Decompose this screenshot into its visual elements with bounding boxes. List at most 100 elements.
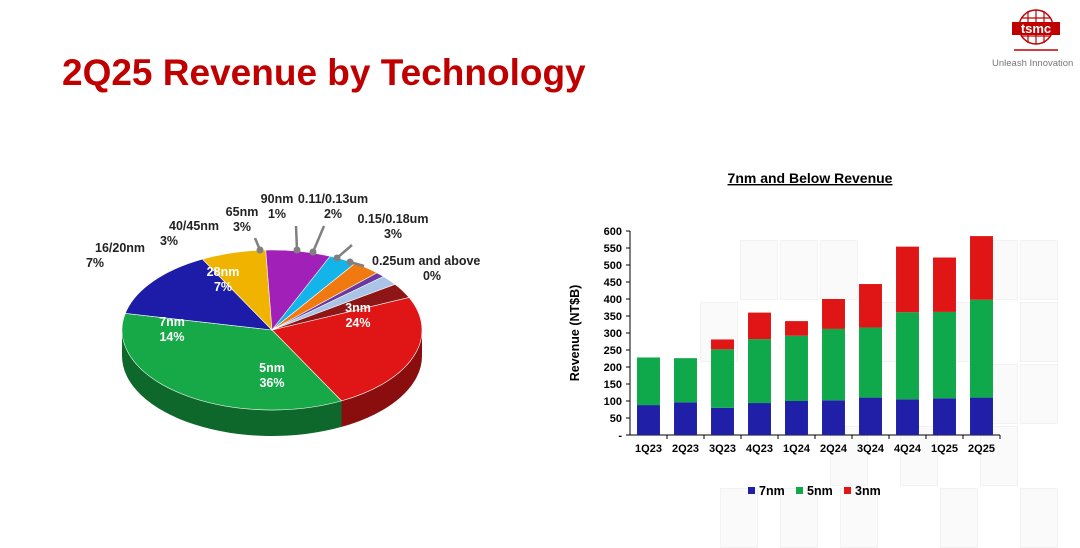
bar-3nm-3Q23: [711, 339, 734, 350]
bar-7nm-3Q23: [711, 407, 734, 435]
bar-3nm-1Q24: [785, 321, 808, 336]
bar-7nm-4Q23: [748, 403, 771, 435]
pie-pct-4: 7%: [214, 280, 232, 294]
bar-7nm-1Q25: [933, 398, 956, 435]
y-tick-label: 50: [610, 413, 622, 425]
pie-label-9: 0.15/0.18um: [358, 212, 429, 226]
y-tick-label: 300: [604, 328, 622, 340]
pie-leader-8: [311, 225, 326, 253]
bar-3nm-4Q24: [896, 246, 919, 313]
y-tick-label: 600: [604, 226, 622, 238]
x-tick-label: 1Q23: [635, 443, 662, 455]
bar-5nm-1Q25: [933, 311, 956, 399]
y-tick-label: 450: [604, 277, 622, 289]
tagline: Unleash Innovation: [992, 58, 1074, 69]
pie-leader-dot-6: [256, 246, 264, 254]
pie-label-2: 7nm: [159, 315, 185, 329]
bar-7nm-2Q24: [822, 400, 845, 435]
pie-pct-8: 2%: [324, 207, 342, 221]
pie-pct-2: 14%: [159, 330, 184, 344]
x-tick-label: 2Q25: [968, 443, 995, 455]
pie-slice-2: [124, 258, 273, 331]
y-tick-label: 350: [604, 311, 622, 323]
bar-chart-title: 7nm and Below Revenue: [728, 170, 893, 186]
y-tick-label: -: [618, 430, 622, 442]
pie-label-8: 0.11/0.13um: [298, 192, 368, 206]
legend-label-5nm: 5nm: [807, 484, 833, 498]
pie-pct-10: 0%: [423, 269, 441, 283]
bar-5nm-2Q23: [674, 358, 697, 403]
pie-slice-1: [121, 313, 343, 411]
bar-5nm-2Q25: [970, 299, 993, 398]
page-title: 2Q25 Revenue by Technology: [62, 52, 586, 93]
legend-label-7nm: 7nm: [759, 484, 785, 498]
bar-7nm-1Q23: [637, 405, 660, 435]
x-tick-label: 2Q24: [820, 443, 848, 455]
bar-7nm-3Q24: [859, 397, 882, 435]
logo-text: tsmc: [1021, 21, 1051, 36]
bar-5nm-1Q24: [785, 335, 808, 401]
legend-label-3nm: 3nm: [855, 484, 881, 498]
pie-pct-1: 36%: [259, 376, 284, 390]
pie-label-0: 3nm: [345, 301, 371, 315]
pie-pct-5: 3%: [160, 234, 178, 248]
pie-label-3: 16/20nm: [95, 241, 145, 255]
pie-leader-7: [294, 225, 299, 251]
bar-5nm-4Q23: [748, 339, 771, 404]
pie-pct-7: 1%: [268, 207, 286, 221]
x-tick-label: 3Q24: [857, 443, 885, 455]
pie-slice-9: [271, 284, 410, 331]
x-tick-label: 1Q25: [931, 443, 958, 455]
pie-pct-9: 3%: [384, 227, 402, 241]
legend-swatch-3nm: [844, 487, 851, 494]
pie-pct-6: 3%: [233, 220, 251, 234]
pie-leader-dot-8: [309, 248, 317, 256]
bar-3nm-4Q23: [748, 312, 771, 340]
bar-5nm-3Q24: [859, 327, 882, 398]
pie-label-6: 65nm: [226, 205, 259, 219]
bar-3nm-3Q24: [859, 284, 882, 328]
legend-swatch-5nm: [796, 487, 803, 494]
x-tick-label: 4Q23: [746, 443, 773, 455]
bar-3nm-2Q24: [822, 299, 845, 329]
pie-label-4: 28nm: [207, 265, 240, 279]
pie-side-0: [341, 330, 423, 427]
pie-label-7: 90nm: [261, 192, 294, 206]
bar-5nm-3Q23: [711, 349, 734, 408]
pie-label-5: 40/45nm: [169, 219, 219, 233]
y-tick-label: 250: [604, 345, 622, 357]
pie-slice-0: [271, 297, 423, 402]
pie-leader-dot-7: [293, 246, 301, 254]
pie-label-1: 5nm: [259, 361, 285, 375]
bar-7nm-1Q24: [785, 401, 808, 435]
x-tick-label: 1Q24: [783, 443, 811, 455]
bar-5nm-2Q24: [822, 328, 845, 401]
bar-3nm-1Q25: [933, 257, 956, 312]
y-tick-label: 500: [604, 260, 622, 272]
pie-pct-3: 7%: [86, 256, 104, 270]
pie-pct-0: 24%: [345, 316, 370, 330]
x-tick-label: 4Q24: [894, 443, 922, 455]
bar-3nm-2Q25: [970, 236, 993, 300]
y-tick-label: 400: [604, 294, 622, 306]
pie-label-10: 0.25um and above: [372, 254, 480, 268]
bar-7nm-2Q25: [970, 397, 993, 435]
pie-leader-dot-9: [333, 254, 341, 262]
pie-leader-dot-10: [346, 258, 354, 266]
x-tick-label: 2Q23: [672, 443, 699, 455]
x-tick-label: 3Q23: [709, 443, 736, 455]
y-axis-label: Revenue (NT$B): [568, 285, 582, 382]
y-tick-label: 550: [604, 243, 622, 255]
bar-5nm-1Q23: [637, 357, 660, 406]
bar-7nm-4Q24: [896, 399, 919, 435]
bar-5nm-4Q24: [896, 312, 919, 400]
pie-side-1: [122, 330, 342, 437]
tsmc-logo: tsmc: [1012, 9, 1060, 51]
y-tick-label: 200: [604, 362, 622, 374]
legend-swatch-7nm: [748, 487, 755, 494]
y-tick-label: 100: [604, 396, 622, 408]
y-tick-label: 150: [604, 379, 622, 391]
bar-7nm-2Q23: [674, 402, 697, 435]
